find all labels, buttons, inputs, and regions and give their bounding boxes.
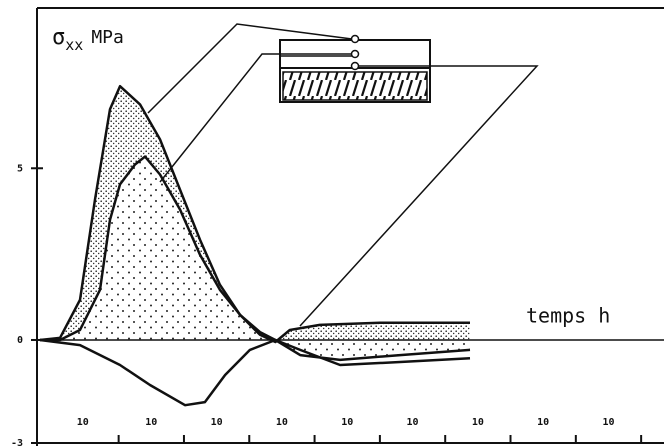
inset-diagram — [147, 23, 539, 327]
y-unit: MPa — [91, 27, 124, 48]
x-interval-label: 10 — [407, 417, 419, 428]
x-interval-label: 10 — [472, 417, 484, 428]
x-interval-label: 10 — [537, 417, 549, 428]
x-interval-label: 10 — [341, 417, 353, 428]
title-subscript: xx — [65, 36, 83, 54]
x-interval-label: 10 — [145, 417, 157, 428]
x-interval-label: 10 — [276, 417, 288, 428]
areas — [40, 86, 470, 360]
y-tick-label: 5 — [17, 163, 23, 174]
chart-title: σxx MPa — [52, 25, 124, 54]
x-interval-label: 10 — [211, 417, 223, 428]
stipple-area — [40, 156, 470, 360]
x-interval-label: 10 — [77, 417, 89, 428]
x-interval-label: 10 — [602, 417, 614, 428]
x-axis-label: temps h — [526, 304, 610, 328]
curve — [39, 338, 471, 407]
y-tick-label: -3 — [11, 438, 23, 446]
title-symbol: σ — [52, 25, 65, 50]
curve — [40, 155, 471, 362]
curve — [39, 84, 470, 344]
y-tick-label: 0 — [17, 335, 23, 346]
